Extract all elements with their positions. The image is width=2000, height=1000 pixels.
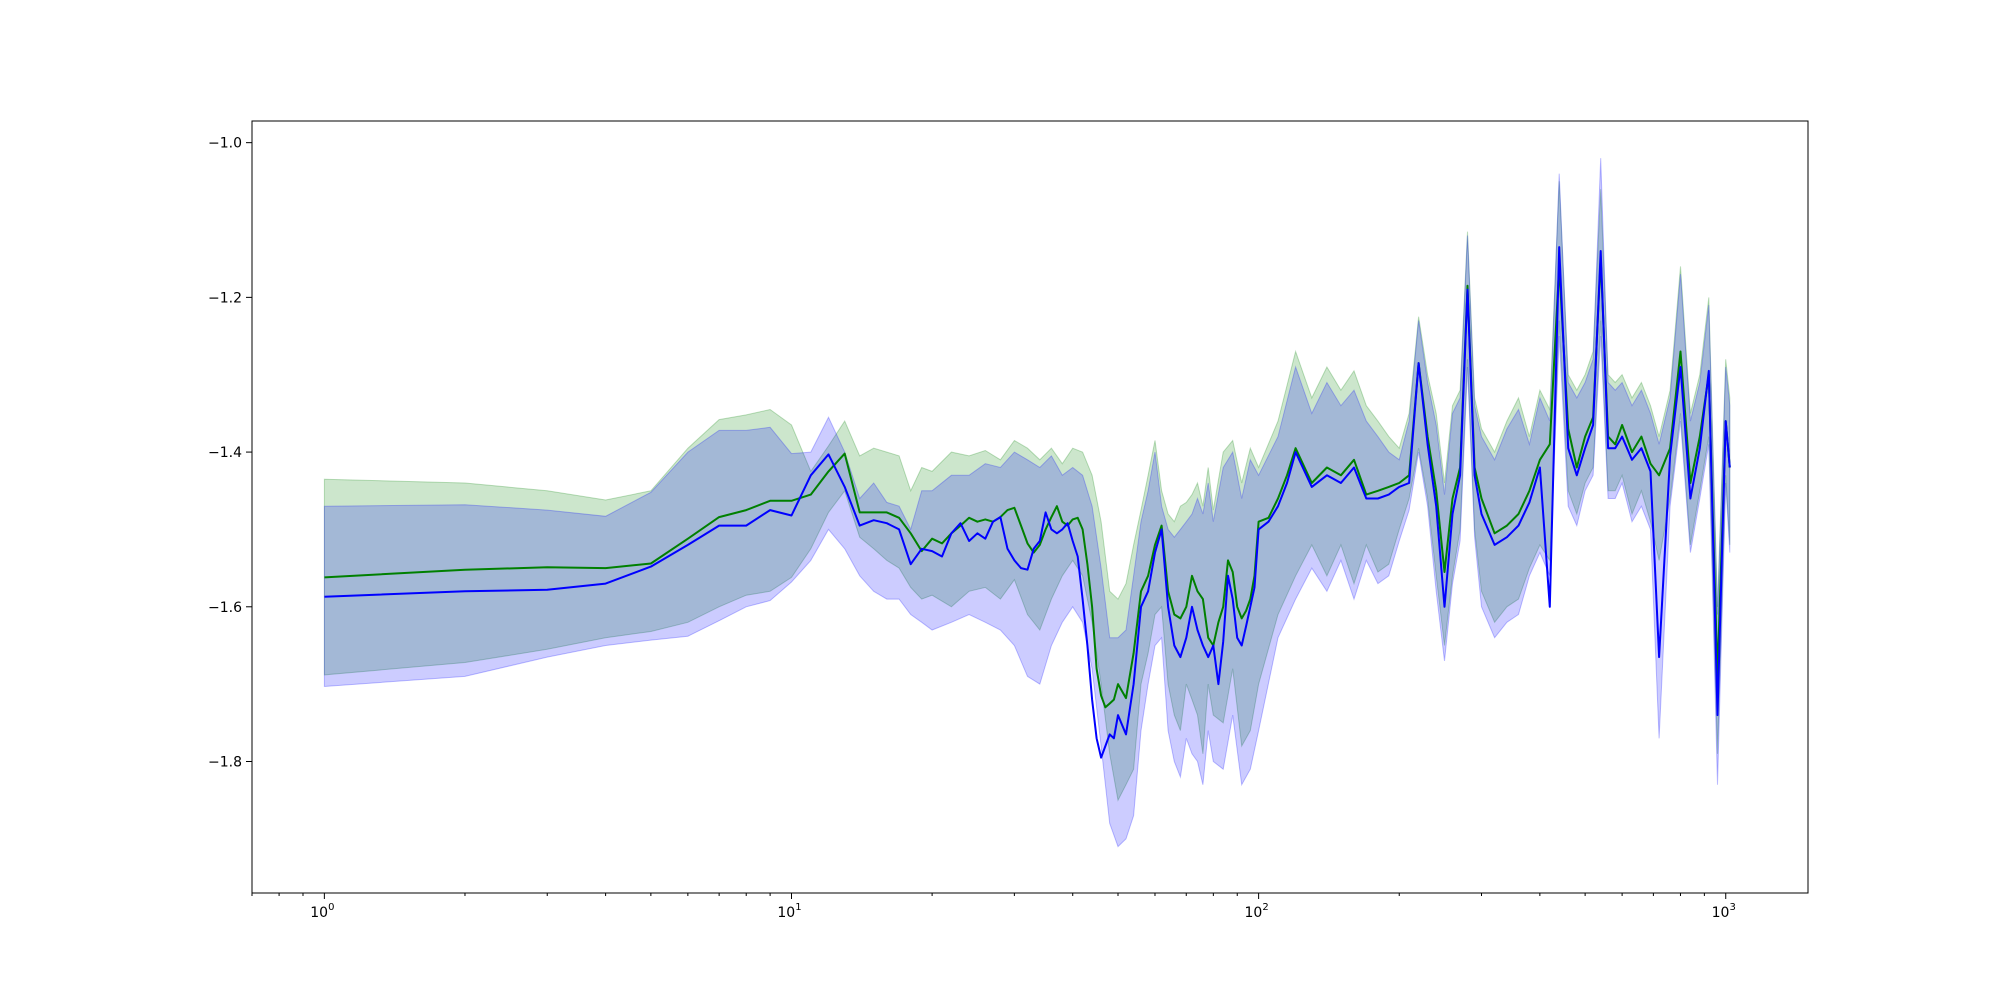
x-tick-label: 100	[310, 902, 334, 921]
series-line-1	[324, 257, 1731, 709]
x-tick-label: 101	[777, 902, 801, 921]
confidence-bands	[323, 158, 1731, 848]
plot-frame	[251, 120, 1809, 894]
y-tick-label: −1.4	[208, 445, 242, 461]
x-tick-label: 102	[1245, 902, 1269, 921]
y-tick-label: −1.2	[208, 290, 242, 306]
confidence-band-2	[323, 158, 1731, 848]
y-tick-label: −1.0	[208, 136, 242, 152]
series-lines	[324, 246, 1731, 759]
x-axis: 100 101 102 103	[251, 893, 1736, 921]
confidence-band-1	[323, 181, 1731, 802]
y-tick-label: −1.8	[208, 754, 242, 770]
y-axis: −1.0 −1.2 −1.4 −1.6 −1.8	[208, 136, 252, 770]
x-tick-label: 103	[1712, 902, 1736, 921]
series-line-2	[324, 246, 1731, 759]
y-tick-label: −1.6	[208, 600, 242, 616]
